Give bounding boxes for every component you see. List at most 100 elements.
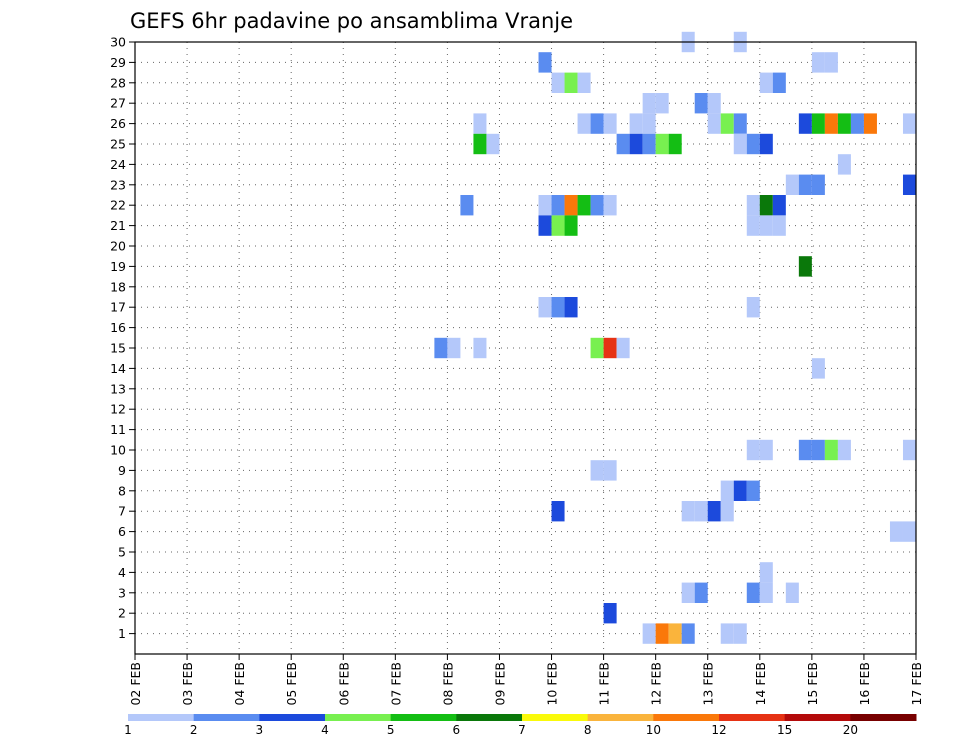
- heatmap-cell: [733, 623, 747, 644]
- heatmap-cell: [460, 195, 474, 216]
- heatmap-cell: [577, 113, 591, 134]
- heatmap-cell: [486, 133, 500, 155]
- heatmap-cell: [889, 521, 903, 542]
- x-tick-label: 14 FEB: [753, 662, 768, 706]
- x-tick-label: 06 FEB: [336, 662, 351, 706]
- y-tick-label: 3: [118, 585, 126, 600]
- y-tick-label: 19: [110, 259, 126, 274]
- x-tick-label: 04 FEB: [232, 662, 247, 706]
- colorbar-swatch: [587, 714, 654, 721]
- heatmap-cell: [837, 154, 851, 175]
- heatmap-cell: [577, 72, 591, 93]
- heatmap-cell: [811, 52, 825, 73]
- colorbar-label: 20: [843, 723, 858, 737]
- heatmap-cell: [902, 174, 916, 195]
- y-tick-label: 5: [118, 545, 126, 560]
- heatmap-cell: [694, 501, 708, 522]
- heatmap-cell: [551, 501, 565, 522]
- heatmap-cell: [681, 623, 695, 644]
- x-tick-label: 12 FEB: [649, 662, 664, 706]
- heatmap-cell: [564, 297, 578, 318]
- x-tick-label: 16 FEB: [857, 662, 872, 706]
- x-tick-label: 03 FEB: [180, 662, 195, 706]
- heatmap-cell: [473, 113, 487, 134]
- y-tick-label: 20: [110, 239, 126, 254]
- y-tick-label: 8: [118, 483, 126, 498]
- heatmap-cell: [798, 256, 812, 277]
- heatmap-cell: [824, 439, 838, 461]
- heatmap-cell: [681, 501, 695, 522]
- colorbar-label: 4: [321, 723, 329, 737]
- x-axis-ticks: 02 FEB 03 FEB 04 FEB 05 FEB 06 FEB 07 FEB 08 F…: [128, 654, 924, 706]
- heatmap-cell: [746, 582, 760, 603]
- heatmap-cell: [824, 113, 838, 134]
- heatmap-cell: [603, 460, 617, 481]
- x-tick-label: 09 FEB: [492, 662, 507, 706]
- colorbar-label: 12: [711, 723, 726, 737]
- heatmap-cell: [538, 52, 552, 73]
- heatmap-cell: [655, 133, 669, 155]
- heatmap-cell: [577, 195, 591, 216]
- colorbar-label: 10: [646, 723, 661, 737]
- x-tick-label: 17 FEB: [909, 662, 924, 706]
- y-tick-label: 22: [110, 198, 126, 213]
- y-tick-label: 4: [118, 565, 126, 580]
- heatmap-cell: [603, 195, 617, 216]
- heatmap-cell: [798, 174, 812, 195]
- heatmap-cell: [590, 195, 604, 216]
- heatmap-cell: [538, 195, 552, 216]
- colorbar-label: 1: [124, 723, 132, 737]
- heatmap-cell: [902, 521, 916, 542]
- y-tick-label: 24: [110, 157, 126, 172]
- colorbar-swatch: [522, 714, 589, 721]
- x-tick-label: 10 FEB: [545, 662, 560, 706]
- heatmap-cell: [720, 623, 734, 644]
- colorbar-swatch: [259, 714, 326, 721]
- heatmap-cell: [759, 562, 773, 583]
- heatmap-cell: [811, 358, 825, 379]
- colorbar-label: 2: [190, 723, 198, 737]
- heatmap-cell: [746, 297, 760, 318]
- colorbar-swatch: [719, 714, 786, 721]
- colorbar-label: 6: [453, 723, 461, 737]
- y-tick-label: 17: [110, 300, 126, 315]
- x-tick-label: 07 FEB: [388, 662, 403, 706]
- x-tick-label: 08 FEB: [440, 662, 455, 706]
- colorbar-label: 3: [256, 723, 264, 737]
- y-tick-label: 26: [110, 116, 126, 131]
- y-tick-label: 29: [110, 55, 126, 70]
- colorbar-swatch: [784, 714, 851, 721]
- heatmap-cell: [603, 337, 617, 359]
- colorbar-label: 7: [518, 723, 526, 737]
- heatmap-cell: [798, 439, 812, 461]
- y-tick-label: 30: [110, 35, 126, 50]
- x-tick-label: 11 FEB: [597, 662, 612, 706]
- heatmap-cell: [720, 480, 734, 501]
- heatmap-cell: [863, 113, 877, 134]
- heatmap-cell: [642, 113, 656, 134]
- heatmap-cell: [616, 337, 630, 359]
- heatmap-cell: [564, 72, 578, 93]
- heatmap-cell: [616, 133, 630, 155]
- y-tick-label: 11: [110, 422, 126, 437]
- x-tick-label: 05 FEB: [284, 662, 299, 706]
- heatmap-cell: [590, 460, 604, 481]
- heatmap-cell: [837, 439, 851, 461]
- heatmap-cell: [772, 215, 786, 236]
- heatmap-cell: [590, 337, 604, 359]
- heatmap-cell: [720, 113, 734, 134]
- heatmap-cell: [564, 215, 578, 236]
- heatmap-cell: [772, 72, 786, 93]
- heatmap-cell: [473, 133, 487, 155]
- heatmap-cell: [733, 480, 747, 501]
- colorbar-label: 8: [584, 723, 592, 737]
- x-tick-label: 13 FEB: [701, 662, 716, 706]
- heatmap-cell: [473, 337, 487, 359]
- heatmap-cell: [538, 297, 552, 318]
- y-tick-label: 21: [110, 218, 126, 233]
- y-tick-label: 25: [110, 137, 126, 152]
- heatmap-cell: [746, 480, 760, 501]
- colorbar-swatch: [325, 714, 392, 721]
- heatmap-cell: [772, 195, 786, 216]
